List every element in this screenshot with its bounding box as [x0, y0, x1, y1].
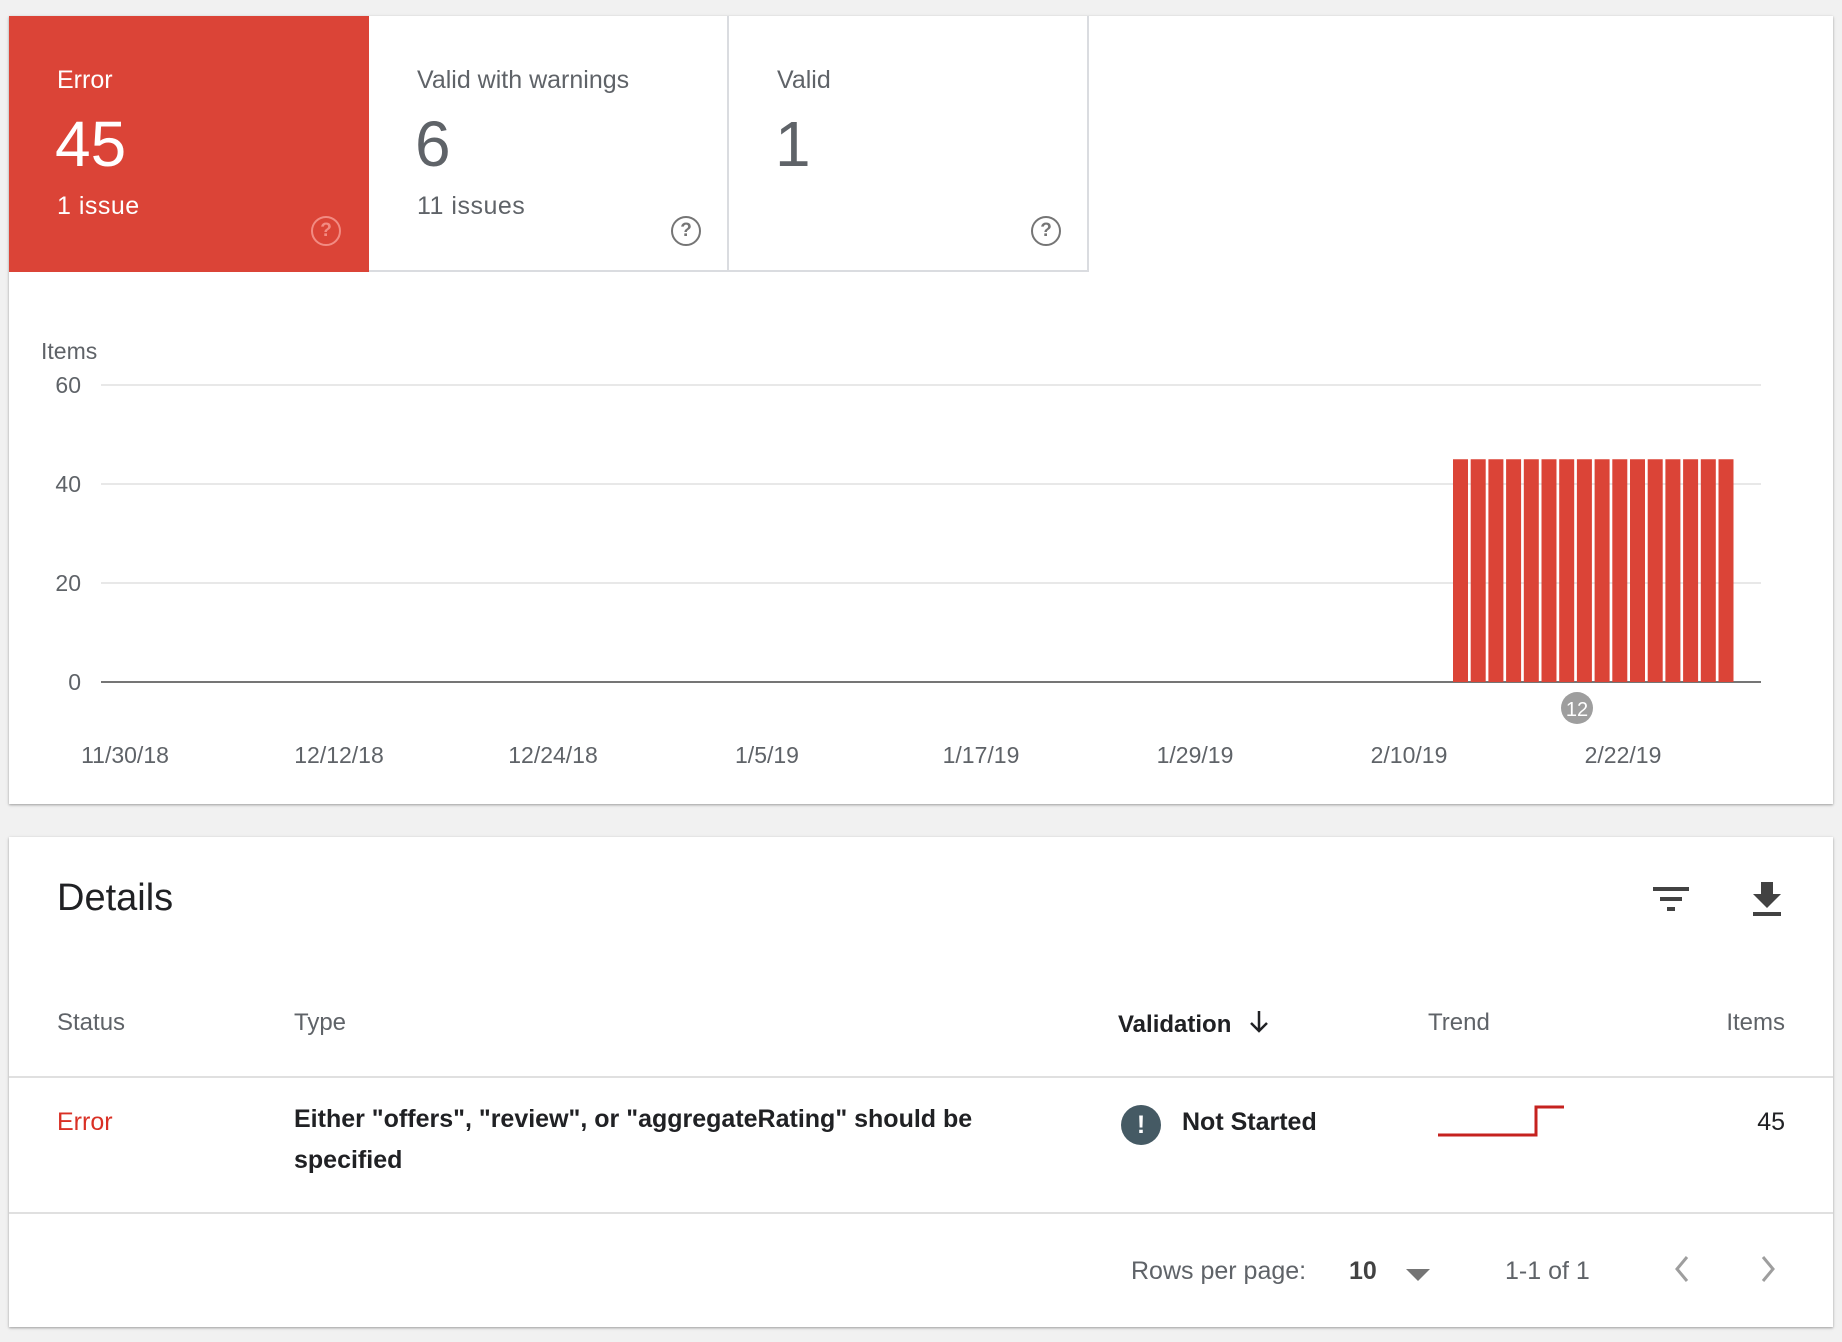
column-header-trend: Trend: [1428, 1009, 1490, 1036]
row-status: Error: [57, 1108, 113, 1136]
help-icon[interactable]: ?: [311, 216, 341, 246]
chart-bar[interactable]: [1718, 459, 1734, 682]
valid-tile-label: Valid: [777, 66, 831, 94]
download-icon: [1753, 882, 1781, 916]
chart-bar[interactable]: [1594, 459, 1610, 682]
chart-bar[interactable]: [1612, 459, 1628, 682]
row-type: Either "offers", "review", or "aggregate…: [294, 1105, 973, 1174]
sort-down-icon: [1250, 1011, 1268, 1033]
x-tick-label: 2/22/19: [1585, 742, 1662, 768]
row-divider: [9, 1212, 1833, 1214]
help-icon[interactable]: ?: [671, 216, 701, 246]
error-tile[interactable]: Error 45 1 issue ?: [9, 16, 369, 272]
details-card: Details Status Type Validation Trend Ite…: [9, 837, 1833, 1327]
rows-per-page-label: Rows per page:: [1131, 1257, 1307, 1285]
y-tick-label: 60: [55, 372, 81, 398]
column-header-validation-label: Validation: [1118, 1011, 1232, 1038]
help-icon[interactable]: ?: [1031, 216, 1061, 246]
pagination-range: 1-1 of 1: [1505, 1257, 1590, 1285]
chart-bar[interactable]: [1576, 459, 1592, 682]
chart-annotations: 12: [1561, 692, 1593, 724]
annotation-marker[interactable]: [1561, 692, 1593, 724]
filter-icon: [1653, 887, 1689, 911]
chart-bar[interactable]: [1559, 459, 1575, 682]
x-tick-label: 11/30/18: [81, 742, 169, 768]
column-header-status[interactable]: Status: [57, 1009, 126, 1036]
chart-bar[interactable]: [1506, 459, 1522, 682]
validation-status-icon: !: [1121, 1105, 1161, 1145]
chart-bar[interactable]: [1630, 459, 1645, 682]
items-chart: Items 60 40 20 0 11/30/18 12/12/18 12/24/18 1/…: [41, 338, 1761, 768]
x-tick-label: 2/10/19: [1371, 742, 1448, 768]
y-axis-label: Items: [41, 338, 97, 364]
warnings-tile-label: Valid with warnings: [417, 66, 630, 94]
chevron-left-icon[interactable]: [1669, 1251, 1695, 1287]
y-tick-label: 20: [55, 570, 81, 596]
header-divider: [9, 1076, 1833, 1078]
x-tick-label: 1/17/19: [943, 742, 1020, 768]
filter-button[interactable]: [1647, 875, 1695, 923]
chart-bar[interactable]: [1647, 459, 1663, 682]
trend-sparkline: [1438, 1105, 1564, 1137]
warnings-tile[interactable]: Valid with warnings 6 11 issues ?: [369, 16, 729, 272]
chart-bar[interactable]: [1700, 459, 1716, 682]
x-tick-label: 12/24/18: [508, 742, 598, 768]
rows-per-page-select[interactable]: 10: [1349, 1257, 1377, 1285]
column-header-validation[interactable]: Validation: [1118, 1009, 1272, 1039]
chart-bar[interactable]: [1665, 459, 1681, 682]
status-tiles: Error 45 1 issue ? Valid with warnings 6…: [9, 16, 1089, 272]
error-tile-count: 45: [55, 108, 127, 180]
chart-bar[interactable]: [1541, 459, 1557, 682]
row-items: 45: [1757, 1108, 1785, 1136]
x-tick-label: 1/29/19: [1157, 742, 1234, 768]
chart-bar[interactable]: [1523, 459, 1539, 682]
x-axis-ticks: 11/30/18 12/12/18 12/24/18 1/5/19 1/17/19 1/2…: [81, 742, 1661, 768]
row-validation: Not Started: [1182, 1108, 1317, 1136]
details-title: Details: [57, 877, 174, 919]
summary-card: Error 45 1 issue ? Valid with warnings 6…: [9, 16, 1833, 804]
download-button[interactable]: [1743, 875, 1791, 923]
dropdown-icon[interactable]: [1404, 1265, 1432, 1285]
chart-bar[interactable]: [1683, 459, 1699, 682]
error-tile-issues: 1 issue: [57, 192, 140, 220]
x-tick-label: 1/5/19: [735, 742, 799, 768]
error-tile-label: Error: [57, 66, 113, 94]
chevron-right-icon[interactable]: [1755, 1251, 1781, 1287]
chart-bar[interactable]: [1453, 459, 1468, 682]
valid-tile[interactable]: Valid 1 ?: [729, 16, 1089, 272]
x-tick-label: 12/12/18: [294, 742, 384, 768]
valid-tile-count: 1: [775, 108, 811, 180]
y-tick-label: 40: [55, 471, 81, 497]
warnings-tile-count: 6: [415, 108, 451, 180]
annotation-marker-label: 12: [1566, 699, 1588, 721]
y-tick-label: 0: [68, 669, 81, 695]
chart-bars: [1453, 459, 1734, 682]
column-header-items[interactable]: Items: [1726, 1009, 1785, 1036]
chart-bar[interactable]: [1488, 459, 1504, 682]
column-header-type[interactable]: Type: [294, 1009, 347, 1036]
chart-grid: 60 40 20 0: [55, 372, 1761, 695]
chart-bar[interactable]: [1470, 459, 1486, 682]
warnings-tile-issues: 11 issues: [417, 192, 526, 220]
